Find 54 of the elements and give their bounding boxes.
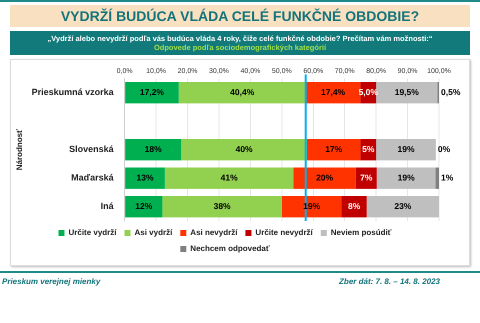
data-label: 40,4% — [230, 87, 255, 98]
text: Prieskum verejnej mienky — [2, 277, 100, 286]
legend-label: Asi vydrží — [134, 228, 174, 238]
y-tick-label: Iná — [100, 201, 115, 212]
data-label: 40% — [236, 144, 254, 154]
legend-label: Nechcem odpovedať — [190, 244, 270, 254]
bar — [125, 168, 165, 189]
data-label: 12% — [135, 201, 153, 212]
legend-label: Neviem posúdiť — [330, 228, 392, 238]
data-label: 1% — [441, 172, 454, 183]
legend-label: Asi nevydrží — [190, 228, 238, 238]
bar — [366, 196, 439, 218]
bar — [376, 139, 436, 160]
bar — [306, 82, 360, 104]
data-label: 19,5% — [394, 87, 420, 98]
data-label: 38% — [214, 201, 232, 212]
bar — [164, 168, 294, 189]
data-label: 5% — [362, 144, 375, 154]
bar — [125, 82, 179, 104]
data-label: 19% — [397, 144, 415, 154]
data-label: 19% — [398, 172, 416, 183]
bar — [356, 168, 377, 189]
data-label: 23% — [394, 201, 412, 212]
bar — [125, 196, 162, 218]
data-label: 17% — [325, 144, 343, 154]
data-label: 0,5% — [441, 87, 461, 98]
data-label: 20% — [316, 172, 334, 183]
data-label: 0% — [438, 144, 451, 154]
data-label: 7% — [360, 172, 373, 183]
data-label: 8% — [348, 201, 361, 212]
bar — [282, 196, 342, 218]
y-tick-label: Maďarská — [71, 172, 115, 183]
legend-label: Určite nevydrží — [255, 228, 314, 238]
y-tick-label: Slovenská — [69, 144, 115, 154]
bar — [178, 82, 306, 104]
bar — [376, 168, 436, 189]
bar — [293, 168, 356, 189]
bar — [342, 196, 367, 218]
bar — [125, 139, 182, 160]
legend-label: Určite vydrží — [68, 228, 118, 238]
bar — [306, 139, 360, 160]
bar — [376, 82, 438, 104]
y-axis-title: Národnosť — [15, 128, 24, 170]
data-label: 41% — [220, 172, 238, 183]
bar — [181, 139, 307, 160]
chart-title: VYDRŽÍ BUDÚCA VLÁDA CELÉ FUNKČNÉ OBDOBIE? — [10, 5, 470, 27]
bar — [436, 168, 439, 189]
data-label: 17,2% — [140, 87, 164, 98]
data-label: 18% — [144, 144, 162, 154]
text: Zber dát: 7. 8. – 14. 8. 2023 — [339, 277, 440, 286]
data-label: 17,4% — [321, 87, 346, 98]
y-tick-label: Prieskumná vzorka — [32, 87, 115, 98]
bar — [162, 196, 282, 218]
data-label: 13% — [136, 172, 154, 183]
